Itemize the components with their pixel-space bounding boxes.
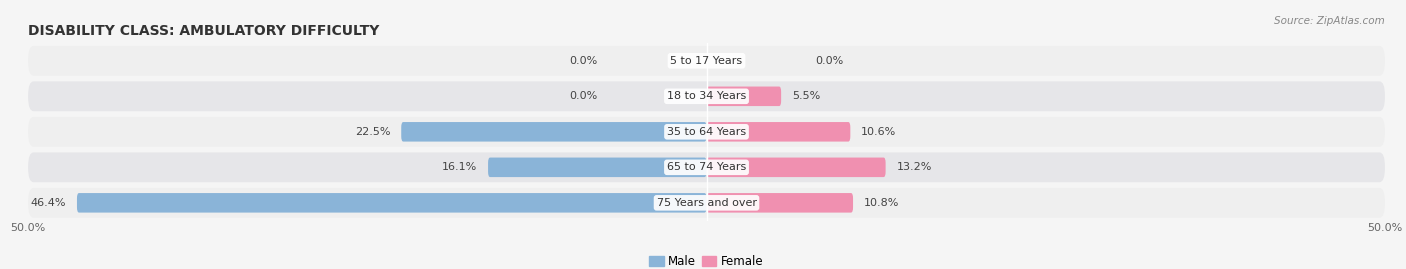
Text: 22.5%: 22.5%: [354, 127, 391, 137]
FancyBboxPatch shape: [401, 122, 707, 141]
Text: 65 to 74 Years: 65 to 74 Years: [666, 162, 747, 172]
Text: 35 to 64 Years: 35 to 64 Years: [666, 127, 747, 137]
FancyBboxPatch shape: [28, 46, 1385, 76]
FancyBboxPatch shape: [488, 158, 707, 177]
FancyBboxPatch shape: [707, 193, 853, 213]
FancyBboxPatch shape: [77, 193, 707, 213]
FancyBboxPatch shape: [28, 82, 1385, 111]
Text: DISABILITY CLASS: AMBULATORY DIFFICULTY: DISABILITY CLASS: AMBULATORY DIFFICULTY: [28, 24, 380, 38]
Text: 10.6%: 10.6%: [862, 127, 897, 137]
Text: 0.0%: 0.0%: [569, 91, 598, 101]
Text: 5 to 17 Years: 5 to 17 Years: [671, 56, 742, 66]
FancyBboxPatch shape: [707, 122, 851, 141]
FancyBboxPatch shape: [707, 87, 782, 106]
FancyBboxPatch shape: [28, 153, 1385, 182]
Text: 0.0%: 0.0%: [815, 56, 844, 66]
FancyBboxPatch shape: [28, 188, 1385, 218]
FancyBboxPatch shape: [28, 117, 1385, 147]
Text: Source: ZipAtlas.com: Source: ZipAtlas.com: [1274, 16, 1385, 26]
FancyBboxPatch shape: [707, 158, 886, 177]
Text: 75 Years and over: 75 Years and over: [657, 198, 756, 208]
Text: 5.5%: 5.5%: [792, 91, 820, 101]
Text: 13.2%: 13.2%: [897, 162, 932, 172]
Text: 16.1%: 16.1%: [441, 162, 477, 172]
Text: 46.4%: 46.4%: [31, 198, 66, 208]
Legend: Male, Female: Male, Female: [650, 255, 763, 268]
Text: 0.0%: 0.0%: [569, 56, 598, 66]
Text: 10.8%: 10.8%: [863, 198, 900, 208]
Text: 18 to 34 Years: 18 to 34 Years: [666, 91, 747, 101]
